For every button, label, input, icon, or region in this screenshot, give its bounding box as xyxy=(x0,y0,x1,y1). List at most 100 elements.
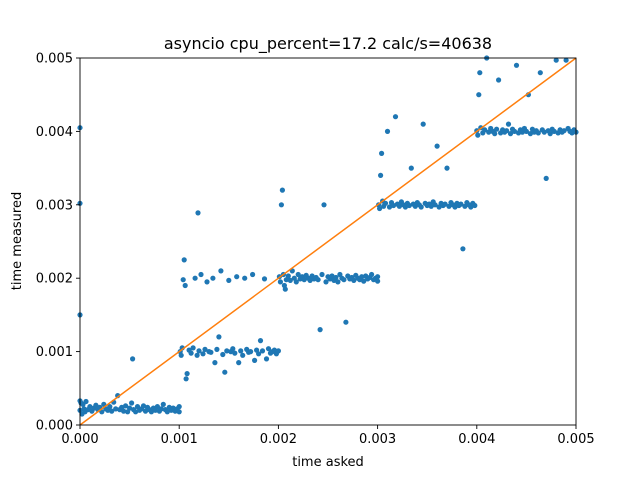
data-point xyxy=(200,351,206,357)
data-point xyxy=(496,77,502,83)
data-point xyxy=(343,319,349,325)
data-point xyxy=(378,172,384,178)
data-point xyxy=(93,402,99,408)
data-point xyxy=(375,274,381,280)
data-point xyxy=(553,57,559,63)
data-point xyxy=(202,346,208,352)
data-point xyxy=(158,406,164,412)
data-point xyxy=(224,348,230,354)
data-point xyxy=(428,203,434,209)
data-point xyxy=(214,346,220,352)
data-point xyxy=(129,400,135,406)
data-point xyxy=(535,130,541,136)
data-point xyxy=(295,271,301,278)
data-point xyxy=(192,275,198,281)
data-point xyxy=(307,277,313,283)
reference-line xyxy=(79,57,577,426)
data-point xyxy=(317,327,323,333)
y-tick-label: 0.000 xyxy=(36,419,73,434)
data-point xyxy=(329,273,335,279)
data-point xyxy=(351,277,357,283)
data-point xyxy=(527,131,534,137)
x-axis: 0.000 0.001 0.002 0.003 0.004 0.005 xyxy=(61,425,595,447)
y-tick-label: 0.001 xyxy=(36,345,73,360)
x-tick-label: 0.000 xyxy=(61,432,98,447)
data-points xyxy=(77,55,579,417)
data-point xyxy=(121,408,127,414)
data-point xyxy=(113,406,119,412)
data-point xyxy=(216,334,222,340)
data-point xyxy=(476,92,482,98)
data-point xyxy=(551,128,557,134)
y-axis-label: time measured xyxy=(10,192,25,290)
data-point xyxy=(458,201,464,207)
data-point xyxy=(442,201,448,207)
data-point xyxy=(222,369,228,375)
y-tick-label: 0.003 xyxy=(36,198,73,213)
data-point xyxy=(212,360,218,366)
data-point xyxy=(277,279,283,285)
y-tick-label: 0.004 xyxy=(36,125,73,140)
data-point xyxy=(472,202,478,209)
data-point xyxy=(282,286,288,292)
data-point xyxy=(537,70,543,76)
data-point xyxy=(543,175,549,181)
data-point xyxy=(257,338,264,344)
data-point xyxy=(188,350,194,356)
data-point xyxy=(561,128,567,134)
data-point xyxy=(278,202,284,208)
data-point xyxy=(492,131,498,137)
x-tick-label: 0.004 xyxy=(458,432,495,447)
data-point xyxy=(160,401,166,407)
data-point xyxy=(184,371,190,377)
data-point xyxy=(261,276,268,282)
data-point xyxy=(198,271,204,278)
data-point xyxy=(218,268,224,274)
data-point xyxy=(333,274,339,281)
data-point xyxy=(523,128,530,134)
data-point xyxy=(293,279,299,285)
x-tick-label: 0.005 xyxy=(557,432,594,447)
chart-title: asyncio cpu_percent=17.2 calc/s=40638 xyxy=(164,34,492,54)
x-tick-label: 0.002 xyxy=(260,432,297,447)
y-tick-label: 0.005 xyxy=(36,52,73,67)
data-point xyxy=(248,349,254,355)
data-point xyxy=(236,360,242,366)
data-point xyxy=(195,210,201,216)
data-point xyxy=(194,352,200,358)
data-point xyxy=(220,351,226,358)
data-point xyxy=(133,409,139,415)
data-point xyxy=(321,202,327,208)
data-point xyxy=(183,376,189,382)
data-point xyxy=(434,143,440,149)
data-point xyxy=(563,57,569,63)
data-point xyxy=(208,349,214,355)
data-point xyxy=(226,277,232,283)
data-point xyxy=(285,273,291,279)
plot-area-frame xyxy=(79,57,577,426)
data-point xyxy=(252,357,258,363)
data-point xyxy=(396,203,402,209)
data-point xyxy=(210,275,216,281)
data-point xyxy=(238,348,244,354)
data-point xyxy=(390,202,397,209)
data-point xyxy=(265,346,272,352)
data-point xyxy=(379,150,385,156)
data-point xyxy=(513,62,520,68)
x-tick-label: 0.003 xyxy=(359,432,396,447)
data-point xyxy=(204,279,210,285)
data-point xyxy=(359,274,365,280)
data-point xyxy=(494,126,500,132)
data-point xyxy=(382,200,389,206)
data-point xyxy=(319,271,325,278)
data-point xyxy=(444,165,450,171)
data-point xyxy=(392,114,399,120)
data-point xyxy=(234,274,240,280)
data-point xyxy=(432,202,438,208)
data-point xyxy=(275,348,281,354)
data-point xyxy=(242,275,248,281)
data-point xyxy=(181,257,187,263)
data-point xyxy=(176,409,182,415)
